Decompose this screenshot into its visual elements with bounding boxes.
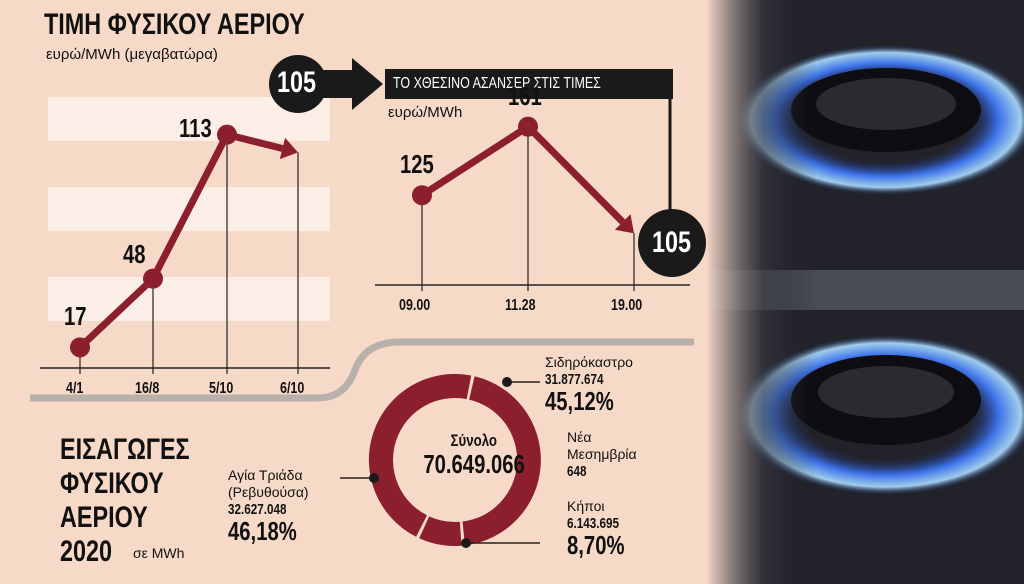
grid-band <box>48 277 330 321</box>
chart1-plot <box>70 125 298 374</box>
chart2-tick-label: 11.28 <box>505 297 536 315</box>
chart1-tick-label: 6/10 <box>280 380 304 398</box>
chart2-series-line <box>422 127 528 196</box>
chart1-data-point <box>143 269 163 289</box>
chart2-tick-label: 09.00 <box>399 297 430 315</box>
chart1-tick-label: 4/1 <box>66 380 83 398</box>
arrow-value: 105 <box>277 66 316 100</box>
final-value: 105 <box>652 226 691 260</box>
chart1-data-label: 48 <box>123 239 146 270</box>
imports-unit: σε MWh <box>133 545 184 561</box>
chart1-arrowhead <box>280 138 298 159</box>
chart2-plot <box>412 117 634 291</box>
chart2-unit: ευρώ/MWh <box>388 104 462 121</box>
chart1-tick-label: 16/8 <box>135 380 159 398</box>
chart2-data-point <box>412 185 432 205</box>
chart1-title: ΤΙΜΗ ΦΥΣΙΚΟΥ ΑΕΡΙΟΥ <box>44 8 305 42</box>
gas-burner-photo <box>706 0 1024 584</box>
donut-slice <box>419 516 461 546</box>
chart2-series-line <box>528 127 623 222</box>
chart1-data-point <box>217 125 237 145</box>
donut-center: Σύνολο <box>429 431 519 451</box>
slice-label-nea-mesimvria: Νέα Μεσημβρία 648 <box>567 429 637 480</box>
chart1-tick-label: 5/10 <box>209 380 233 398</box>
chart1-unit: ευρώ/MWh (μεγαβατώρα) <box>46 46 218 63</box>
chart1-data-label: 17 <box>64 301 87 332</box>
chart1-data-point <box>70 337 90 357</box>
chart2-data-label: 161 <box>508 81 542 112</box>
total-value: 70.649.066 <box>423 449 525 480</box>
leader-dot <box>369 473 379 483</box>
chart2-data-point <box>518 117 538 137</box>
slice-label-kipoi: Κήποι 6.143.695 8,70% <box>567 498 641 561</box>
slice-label-agia-triada: Αγία Τριάδα (Ρεβυθούσα) 32.627.048 46,18… <box>228 467 316 547</box>
total-label: Σύνολο <box>451 431 497 451</box>
chart2-tick-label: 19.00 <box>611 297 642 315</box>
chart2-data-label: 125 <box>400 149 434 180</box>
leader-dot <box>461 538 471 548</box>
slice-label-sidirokastro: Σιδηρόκαστρο 31.877.674 45,12% <box>545 354 633 417</box>
leader-dot <box>502 377 512 387</box>
chart1-data-label: 113 <box>179 113 212 144</box>
